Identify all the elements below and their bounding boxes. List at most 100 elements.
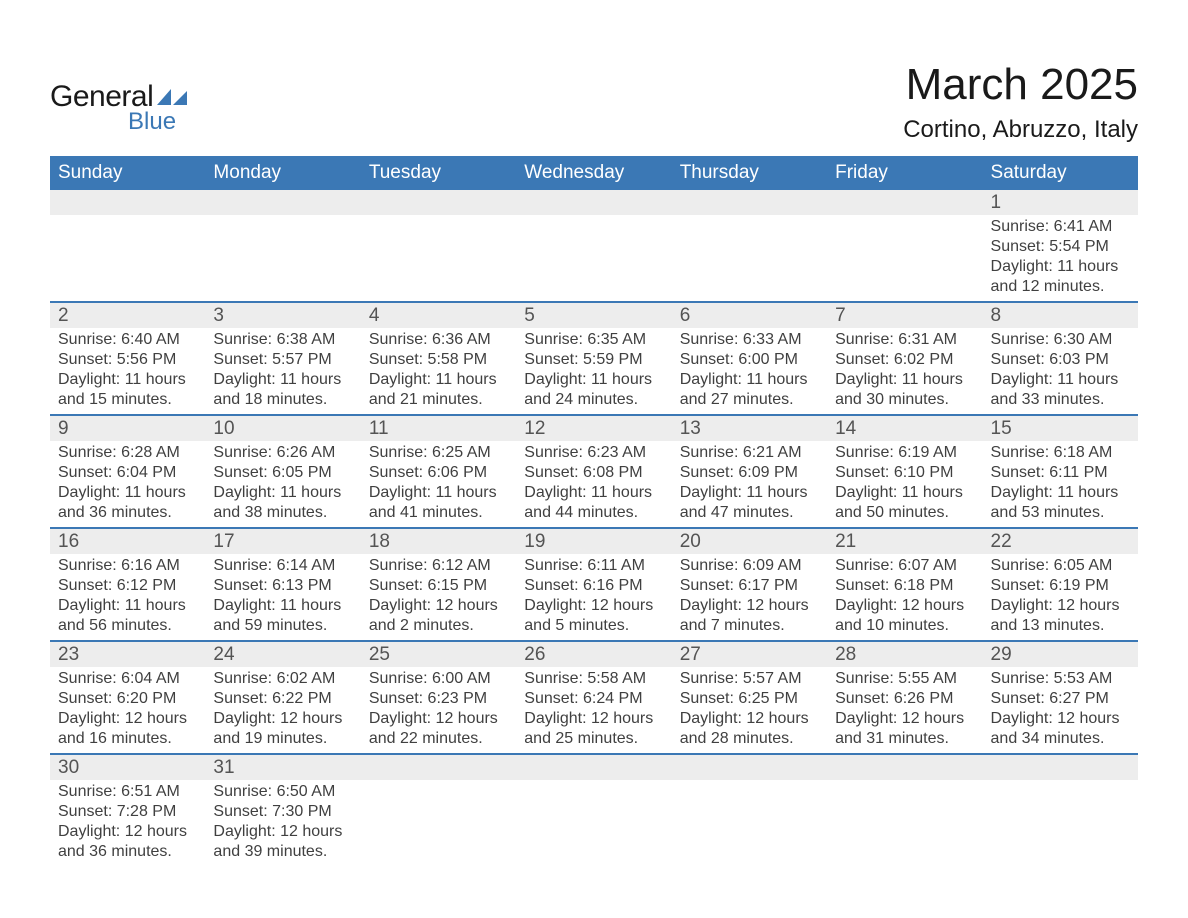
sunrise-line: Sunrise: 6:25 AM xyxy=(369,443,508,463)
day-info-row: Sunrise: 6:04 AMSunset: 6:20 PMDaylight:… xyxy=(50,667,1138,754)
day-info-cell xyxy=(516,215,671,302)
sunrise-line: Sunrise: 6:35 AM xyxy=(524,330,663,350)
day-number-cell: 10 xyxy=(205,416,360,441)
sunrise-line: Sunrise: 6:14 AM xyxy=(213,556,352,576)
day-number-cell: 8 xyxy=(983,303,1138,328)
sunset-line: Sunset: 6:12 PM xyxy=(58,576,197,596)
daylight-line: Daylight: 11 hours and 30 minutes. xyxy=(835,370,974,410)
daylight-line: Daylight: 11 hours and 38 minutes. xyxy=(213,483,352,523)
daylight-line: Daylight: 11 hours and 41 minutes. xyxy=(369,483,508,523)
day-number-cell: 11 xyxy=(361,416,516,441)
day-info-cell: Sunrise: 6:40 AMSunset: 5:56 PMDaylight:… xyxy=(50,328,205,415)
page-header: General Blue March 2025 Cortino, Abruzzo… xyxy=(50,60,1138,144)
day-number-cell: 3 xyxy=(205,303,360,328)
day-number-row: 23242526272829 xyxy=(50,642,1138,667)
day-number-cell: 31 xyxy=(205,755,360,780)
calendar-body: 1Sunrise: 6:41 AMSunset: 5:54 PMDaylight… xyxy=(50,190,1138,866)
day-number-cell xyxy=(827,755,982,780)
daylight-line: Daylight: 11 hours and 53 minutes. xyxy=(991,483,1130,523)
day-info-cell: Sunrise: 6:25 AMSunset: 6:06 PMDaylight:… xyxy=(361,441,516,528)
day-number-cell: 14 xyxy=(827,416,982,441)
daylight-line: Daylight: 11 hours and 27 minutes. xyxy=(680,370,819,410)
sunset-line: Sunset: 6:10 PM xyxy=(835,463,974,483)
flag-icon xyxy=(157,87,187,107)
day-header: Tuesday xyxy=(361,156,516,190)
sunrise-line: Sunrise: 6:50 AM xyxy=(213,782,352,802)
sunset-line: Sunset: 7:30 PM xyxy=(213,802,352,822)
day-number-cell xyxy=(361,755,516,780)
sunrise-line: Sunrise: 6:04 AM xyxy=(58,669,197,689)
sunset-line: Sunset: 6:15 PM xyxy=(369,576,508,596)
day-info-cell: Sunrise: 5:58 AMSunset: 6:24 PMDaylight:… xyxy=(516,667,671,754)
day-info-cell: Sunrise: 6:35 AMSunset: 5:59 PMDaylight:… xyxy=(516,328,671,415)
daylight-line: Daylight: 12 hours and 28 minutes. xyxy=(680,709,819,749)
day-info-cell xyxy=(672,215,827,302)
logo: General Blue xyxy=(50,80,187,136)
sunset-line: Sunset: 6:22 PM xyxy=(213,689,352,709)
sunrise-line: Sunrise: 6:09 AM xyxy=(680,556,819,576)
daylight-line: Daylight: 11 hours and 36 minutes. xyxy=(58,483,197,523)
calendar-thead: Sunday Monday Tuesday Wednesday Thursday… xyxy=(50,156,1138,190)
day-number-cell: 16 xyxy=(50,529,205,554)
day-number-cell: 29 xyxy=(983,642,1138,667)
daylight-line: Daylight: 11 hours and 33 minutes. xyxy=(991,370,1130,410)
day-info-cell: Sunrise: 6:14 AMSunset: 6:13 PMDaylight:… xyxy=(205,554,360,641)
day-number-cell: 19 xyxy=(516,529,671,554)
day-info-cell xyxy=(50,215,205,302)
day-info-cell: Sunrise: 6:07 AMSunset: 6:18 PMDaylight:… xyxy=(827,554,982,641)
sunset-line: Sunset: 6:02 PM xyxy=(835,350,974,370)
daylight-line: Daylight: 12 hours and 22 minutes. xyxy=(369,709,508,749)
day-number-cell xyxy=(516,755,671,780)
sunset-line: Sunset: 6:06 PM xyxy=(369,463,508,483)
day-number-cell: 28 xyxy=(827,642,982,667)
day-number-cell: 13 xyxy=(672,416,827,441)
day-info-row: Sunrise: 6:16 AMSunset: 6:12 PMDaylight:… xyxy=(50,554,1138,641)
daylight-line: Daylight: 11 hours and 44 minutes. xyxy=(524,483,663,523)
daylight-line: Daylight: 12 hours and 39 minutes. xyxy=(213,822,352,862)
sunset-line: Sunset: 5:59 PM xyxy=(524,350,663,370)
day-number-cell xyxy=(672,190,827,215)
sunrise-line: Sunrise: 6:21 AM xyxy=(680,443,819,463)
daylight-line: Daylight: 11 hours and 18 minutes. xyxy=(213,370,352,410)
day-number-cell: 25 xyxy=(361,642,516,667)
day-number-cell xyxy=(827,190,982,215)
day-info-cell xyxy=(827,215,982,302)
day-info-cell: Sunrise: 6:31 AMSunset: 6:02 PMDaylight:… xyxy=(827,328,982,415)
daylight-line: Daylight: 12 hours and 5 minutes. xyxy=(524,596,663,636)
sunset-line: Sunset: 6:23 PM xyxy=(369,689,508,709)
sunrise-line: Sunrise: 6:02 AM xyxy=(213,669,352,689)
sunset-line: Sunset: 6:27 PM xyxy=(991,689,1130,709)
day-info-cell xyxy=(672,780,827,866)
sunrise-line: Sunrise: 6:41 AM xyxy=(991,217,1130,237)
day-info-cell: Sunrise: 6:02 AMSunset: 6:22 PMDaylight:… xyxy=(205,667,360,754)
daylight-line: Daylight: 11 hours and 59 minutes. xyxy=(213,596,352,636)
day-number-cell: 6 xyxy=(672,303,827,328)
sunset-line: Sunset: 6:20 PM xyxy=(58,689,197,709)
sunrise-line: Sunrise: 6:51 AM xyxy=(58,782,197,802)
day-info-cell: Sunrise: 6:33 AMSunset: 6:00 PMDaylight:… xyxy=(672,328,827,415)
sunset-line: Sunset: 5:58 PM xyxy=(369,350,508,370)
day-info-cell xyxy=(827,780,982,866)
day-number-cell: 23 xyxy=(50,642,205,667)
day-number-cell xyxy=(983,755,1138,780)
day-info-cell: Sunrise: 6:19 AMSunset: 6:10 PMDaylight:… xyxy=(827,441,982,528)
day-info-cell: Sunrise: 6:11 AMSunset: 6:16 PMDaylight:… xyxy=(516,554,671,641)
daylight-line: Daylight: 11 hours and 50 minutes. xyxy=(835,483,974,523)
logo-text-blue: Blue xyxy=(128,108,187,136)
daylight-line: Daylight: 12 hours and 16 minutes. xyxy=(58,709,197,749)
day-info-cell: Sunrise: 6:28 AMSunset: 6:04 PMDaylight:… xyxy=(50,441,205,528)
day-info-cell: Sunrise: 6:41 AMSunset: 5:54 PMDaylight:… xyxy=(983,215,1138,302)
day-header: Friday xyxy=(827,156,982,190)
sunrise-line: Sunrise: 6:05 AM xyxy=(991,556,1130,576)
day-number-cell: 27 xyxy=(672,642,827,667)
daylight-line: Daylight: 12 hours and 31 minutes. xyxy=(835,709,974,749)
day-info-cell xyxy=(205,215,360,302)
title-block: March 2025 Cortino, Abruzzo, Italy xyxy=(903,60,1138,144)
day-number-cell: 26 xyxy=(516,642,671,667)
day-number-cell: 22 xyxy=(983,529,1138,554)
sunset-line: Sunset: 6:04 PM xyxy=(58,463,197,483)
day-info-cell: Sunrise: 6:09 AMSunset: 6:17 PMDaylight:… xyxy=(672,554,827,641)
day-info-cell: Sunrise: 6:18 AMSunset: 6:11 PMDaylight:… xyxy=(983,441,1138,528)
day-header: Sunday xyxy=(50,156,205,190)
day-number-cell xyxy=(205,190,360,215)
